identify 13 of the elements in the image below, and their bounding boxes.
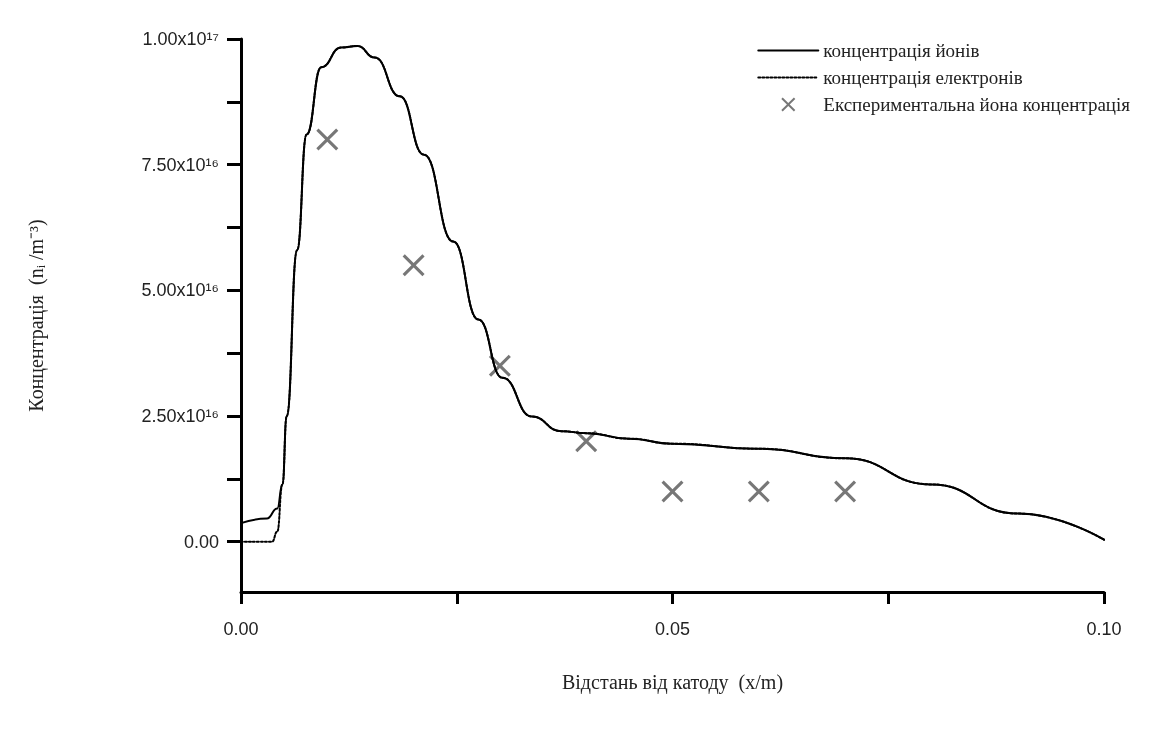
y-tick-label: 7.50x10¹⁶	[141, 154, 219, 175]
legend-label: Експериментальна йона концентрація	[823, 94, 1131, 115]
legend-label: концентрація електронів	[823, 67, 1023, 88]
y-tick-label: 1.00x10¹⁷	[142, 29, 219, 49]
y-tick-label: 0.00	[183, 531, 219, 552]
y-tick-label: 5.00x10¹⁶	[141, 280, 219, 301]
legend-label: концентрація йонів	[823, 40, 980, 61]
y-axis-title: Концентрація (nᵢ /m⁻³)	[25, 219, 48, 412]
x-axis-title: Відстань від катоду (x/m)	[561, 671, 784, 694]
x-tick-label: 0.00	[223, 619, 259, 639]
x-tick-label: 0.05	[654, 619, 691, 639]
y-tick-label: 2.50x10¹⁶	[141, 406, 219, 427]
x-tick-label: 0.10	[1086, 619, 1122, 639]
